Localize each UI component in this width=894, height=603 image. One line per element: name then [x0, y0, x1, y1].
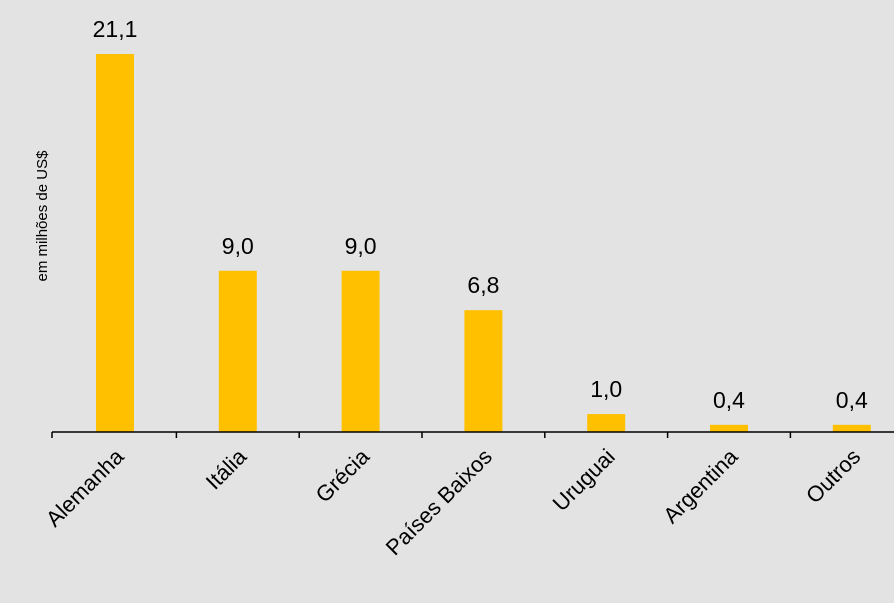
bar-4: [587, 414, 626, 432]
category-label-3: Países Baixos: [381, 444, 497, 560]
y-axis-label: em milhões de US$: [34, 150, 51, 282]
value-label-0: 21,1: [93, 16, 138, 42]
category-label-5: Argentina: [658, 443, 743, 528]
category-label-0: Alemanha: [41, 443, 129, 531]
bar-2: [341, 270, 380, 432]
category-label-6: Outros: [801, 444, 865, 508]
value-label-4: 1,0: [590, 376, 622, 402]
bar-6: [832, 424, 871, 432]
category-labels-group: Alemanha Itália Grécia Países Baixos Uruguai…: [41, 443, 866, 560]
category-label-2: Grécia: [311, 443, 375, 507]
value-label-1: 9,0: [222, 233, 254, 259]
value-label-5: 0,4: [713, 387, 745, 413]
value-label-3: 6,8: [467, 272, 499, 298]
value-label-6: 0,4: [836, 387, 868, 413]
bars-group: [96, 54, 871, 432]
bar-1: [218, 270, 257, 432]
bar-3: [464, 310, 503, 432]
category-label-1: Itália: [201, 443, 252, 494]
bar-5: [710, 424, 748, 432]
x-ticks-group: [51, 432, 792, 438]
category-label-4: Uruguai: [548, 444, 620, 516]
value-label-2: 9,0: [345, 233, 377, 259]
value-labels-group: 21,1 9,0 9,0 6,8 1,0 0,4 0,4: [93, 16, 868, 413]
bar-0: [96, 54, 134, 432]
